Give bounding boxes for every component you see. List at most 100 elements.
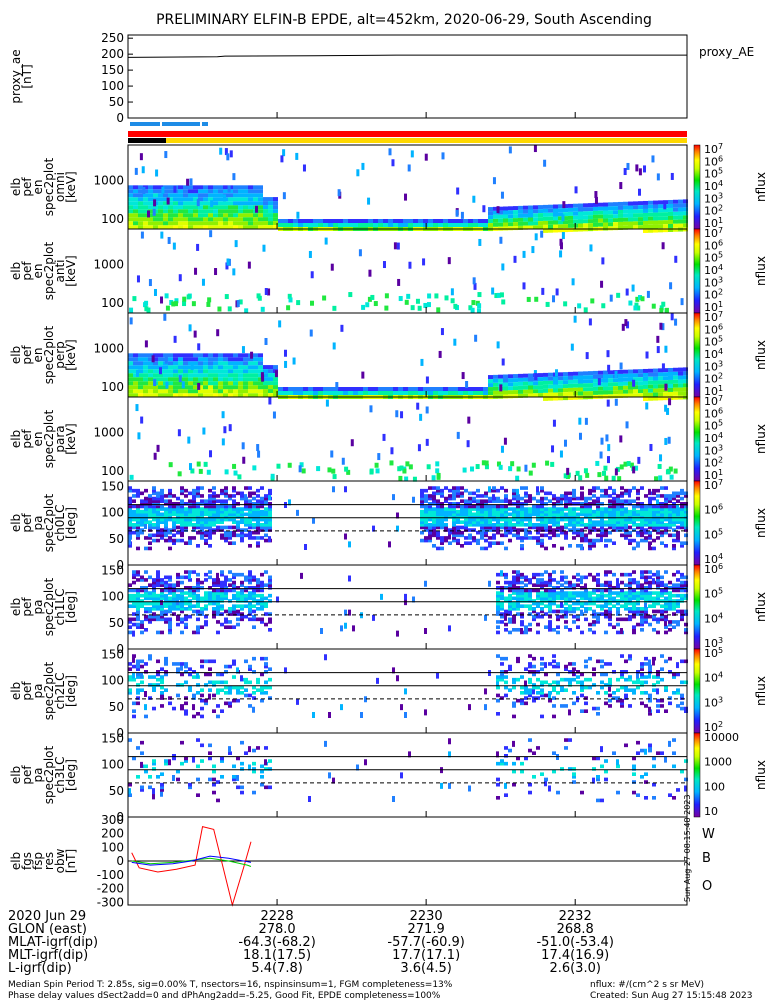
spectrogram-cell bbox=[518, 373, 523, 378]
pa-cell bbox=[192, 525, 196, 530]
spectrogram-cell bbox=[513, 206, 518, 211]
pa-cell bbox=[572, 507, 576, 511]
pa-cell bbox=[164, 659, 168, 664]
pa-cell bbox=[188, 515, 192, 519]
spectrogram-cell bbox=[598, 222, 603, 227]
pa-cell bbox=[648, 523, 652, 527]
pa-cell bbox=[244, 680, 248, 685]
pa-cell bbox=[128, 593, 132, 598]
pa-cell bbox=[640, 520, 644, 524]
spectrogram-cell bbox=[658, 204, 663, 209]
spectrogram-cell bbox=[133, 369, 138, 374]
pa-cell bbox=[208, 601, 212, 606]
pa-cell bbox=[196, 604, 200, 608]
pa-cell bbox=[624, 659, 628, 664]
pa-cell bbox=[168, 586, 172, 590]
pa-cell bbox=[660, 525, 664, 530]
spectrogram-cell bbox=[578, 395, 583, 400]
pa-cell bbox=[224, 504, 228, 509]
pa-cell bbox=[480, 528, 484, 532]
spectrogram-cell bbox=[228, 205, 233, 210]
spectrogram-cell bbox=[413, 219, 418, 223]
spectrogram-speck bbox=[250, 351, 254, 359]
spectrogram-cell bbox=[158, 193, 163, 198]
spectrogram-cell bbox=[543, 212, 548, 217]
pa-cell bbox=[560, 515, 564, 519]
spectrogram-cell bbox=[683, 215, 688, 220]
pa-cell bbox=[216, 509, 220, 514]
pa-cell bbox=[576, 572, 580, 577]
spectrogram-cell bbox=[518, 377, 523, 382]
spectrogram-cell bbox=[128, 213, 133, 218]
pa-cell bbox=[136, 622, 140, 627]
pa-cell bbox=[472, 528, 476, 532]
spectrogram-cell bbox=[178, 381, 183, 386]
spectrogram-cell bbox=[213, 213, 218, 218]
pa-cell bbox=[132, 617, 136, 622]
spectrogram-cell bbox=[143, 369, 148, 374]
spectrogram-cell bbox=[628, 201, 633, 206]
pa-cell bbox=[460, 515, 464, 519]
pa-cell bbox=[532, 617, 536, 622]
spectrogram-cell bbox=[498, 210, 503, 215]
pa-cell bbox=[560, 583, 564, 587]
spectrogram-cell bbox=[568, 207, 573, 212]
spectrogram-speck bbox=[643, 165, 647, 173]
pa-cell bbox=[520, 591, 524, 595]
spectrogram-speck bbox=[396, 242, 400, 250]
pa-cell bbox=[252, 515, 256, 519]
spectrogram-cell bbox=[658, 368, 663, 373]
pa-cell bbox=[228, 578, 232, 582]
pa-cell bbox=[612, 596, 616, 601]
pa-cell bbox=[240, 509, 244, 514]
pa-cell bbox=[180, 512, 184, 517]
spectrogram-cell bbox=[683, 383, 688, 388]
spectrogram-cell bbox=[268, 217, 273, 222]
pa-cell bbox=[212, 530, 216, 535]
spectrogram-cell bbox=[213, 201, 218, 206]
spectrogram-speck bbox=[524, 464, 528, 472]
pa-cell bbox=[612, 586, 616, 590]
pa-cell bbox=[604, 599, 608, 603]
spectrogram-cell bbox=[143, 209, 148, 214]
pa-cell bbox=[520, 620, 524, 624]
pa-cell bbox=[424, 512, 428, 517]
pa-cell bbox=[616, 528, 620, 532]
spectrogram-cell bbox=[683, 391, 688, 396]
spectrogram-cell bbox=[478, 391, 483, 395]
pa-cell bbox=[452, 523, 456, 527]
pa-cell bbox=[532, 572, 536, 577]
pa-cell bbox=[260, 617, 264, 622]
pa-cell bbox=[668, 586, 672, 590]
pa-cell bbox=[164, 672, 168, 677]
spectrogram-speck bbox=[160, 296, 164, 304]
spectrogram-cell bbox=[533, 213, 538, 218]
spectrogram-cell bbox=[273, 389, 278, 394]
spectrogram-cell bbox=[233, 357, 238, 362]
pa-cell bbox=[668, 593, 672, 598]
spectrogram-cell bbox=[348, 223, 353, 227]
pa-cell bbox=[432, 520, 436, 524]
pa-cell bbox=[536, 499, 540, 503]
pa-cell bbox=[144, 591, 148, 595]
spectrogram-cell bbox=[678, 211, 683, 216]
pa-cell bbox=[208, 570, 212, 574]
pa-cell bbox=[200, 530, 204, 535]
spectrogram-speck bbox=[465, 380, 469, 388]
spectrogram-cell bbox=[533, 217, 538, 222]
spectrogram-cell bbox=[299, 462, 304, 468]
pa-cell bbox=[504, 612, 508, 616]
pa-cell bbox=[244, 517, 248, 522]
spectrogram-cell bbox=[218, 369, 223, 374]
pa-cell bbox=[180, 588, 184, 593]
pa-cell bbox=[168, 546, 172, 551]
pa-cell bbox=[608, 499, 612, 503]
pa-cell bbox=[496, 712, 500, 716]
pa-speck bbox=[132, 672, 135, 679]
pa-cell bbox=[152, 688, 156, 692]
pa-cell bbox=[564, 507, 568, 511]
spectrogram-cell bbox=[628, 373, 633, 378]
pa-cell bbox=[216, 520, 220, 524]
pa-cell bbox=[668, 515, 672, 519]
pa-cell bbox=[596, 499, 600, 503]
